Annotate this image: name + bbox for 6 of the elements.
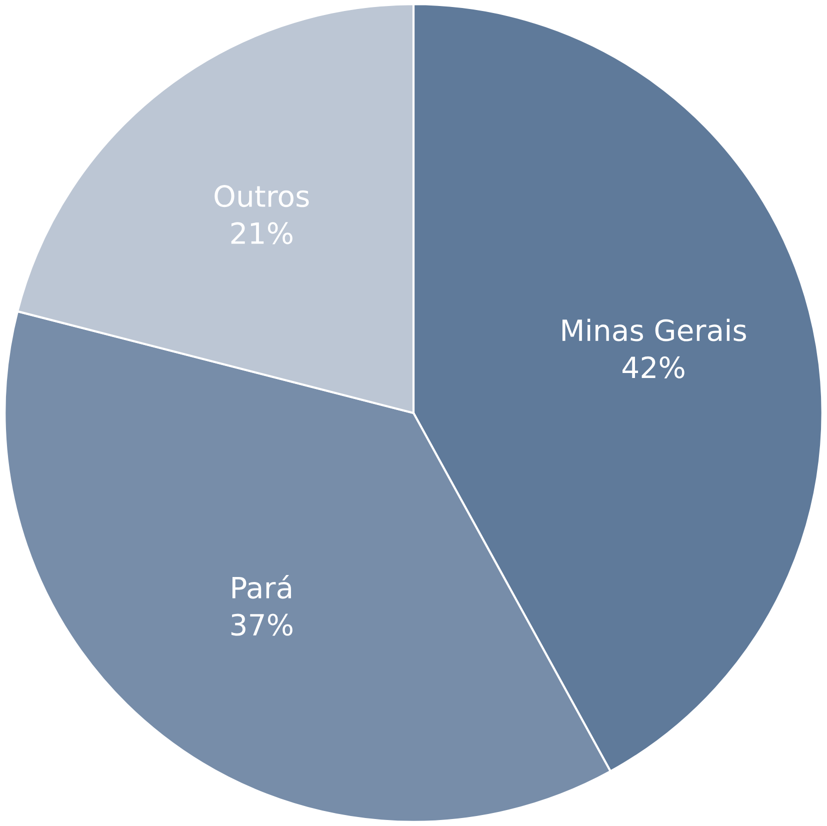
data-label: 21% bbox=[231, 222, 292, 244]
slice-label: Minas Gerais bbox=[562, 318, 746, 342]
slice-label: Pará bbox=[232, 574, 291, 599]
data-label: 42% bbox=[622, 356, 684, 378]
data-label: 37% bbox=[231, 614, 292, 636]
slice-label: Outros bbox=[214, 185, 309, 208]
